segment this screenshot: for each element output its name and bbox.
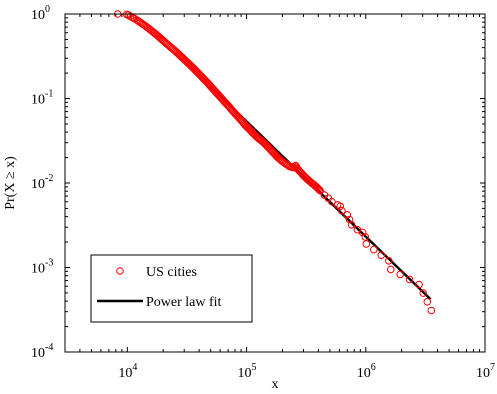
- legend-box: [90, 254, 253, 323]
- us-cities-point: [347, 221, 356, 229]
- us-cities-point: [427, 306, 436, 315]
- y-tick-label: 10-4: [31, 342, 53, 361]
- y-tick-label: 10-3: [31, 258, 53, 277]
- us-cities-point: [361, 233, 370, 241]
- y-tick-label: 10-2: [31, 173, 53, 192]
- us-cities-point: [419, 289, 428, 297]
- us-cities-point: [385, 257, 393, 265]
- us-cities-point: [315, 186, 324, 194]
- us-cities-point: [396, 270, 405, 279]
- y-tick-label: 10-1: [31, 89, 53, 108]
- y-axis-label: Pr(X ≥ x): [3, 156, 18, 210]
- us-cities-point: [362, 240, 371, 248]
- us-cities-point: [387, 265, 395, 274]
- x-tick-label: 105: [238, 362, 257, 381]
- us-cities-point: [415, 280, 423, 289]
- legend-marker-us-cities: [116, 267, 124, 275]
- tick-labels: 104 105 106 107 100 10-1 10-2 10-3 10-4: [31, 4, 495, 381]
- us-cities-point: [328, 197, 336, 206]
- legend-label-us-cities: US cities: [146, 265, 197, 280]
- scatter-points-layer: [113, 10, 436, 315]
- legend-label-power-law-fit: Power law fit: [146, 295, 222, 310]
- us-cities-point: [377, 251, 386, 259]
- us-cities-point: [338, 206, 346, 215]
- us-cities-point: [336, 202, 345, 211]
- us-cities-point: [316, 186, 325, 195]
- us-cities-point: [343, 211, 352, 219]
- y-tick-label: 100: [31, 4, 50, 23]
- x-tick-label: 104: [118, 362, 137, 381]
- us-cities-point: [405, 275, 414, 284]
- us-cities-point: [423, 298, 432, 306]
- x-axis-label: x: [272, 377, 279, 392]
- plot-frame: [64, 13, 486, 353]
- us-cities-point: [314, 185, 323, 193]
- us-cities-point: [370, 245, 378, 254]
- legend: US cities Power law fit: [90, 254, 253, 323]
- us-cities-point: [345, 215, 354, 224]
- x-tick-label: 107: [476, 362, 495, 381]
- x-tick-label: 106: [357, 362, 376, 381]
